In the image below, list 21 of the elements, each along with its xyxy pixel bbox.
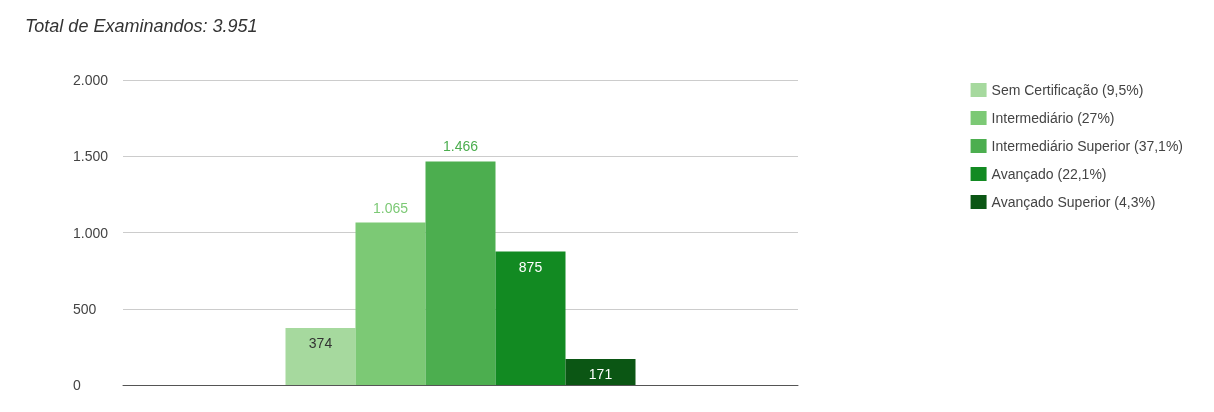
y-tick-label: 1.000 — [73, 224, 109, 241]
legend-label: Avançado Superior (4,3%) — [991, 194, 1156, 210]
bar — [285, 327, 356, 385]
legend-label: Sem Certificação (9,5%) — [991, 82, 1144, 98]
bar — [495, 251, 566, 385]
legend-label: Avançado (22,1%) — [991, 166, 1107, 182]
chart-title: Total de Examinandos: 3.951 — [25, 16, 258, 36]
data-label: 374 — [308, 334, 333, 351]
data-label: 1.065 — [372, 199, 409, 216]
legend-label: Intermediário (27%) — [991, 110, 1115, 126]
y-tick-label: 2.000 — [73, 72, 109, 88]
y-tick-label: 0 — [73, 377, 81, 393]
bar — [565, 358, 636, 385]
y-tick-label: 1.500 — [73, 148, 109, 165]
bar — [425, 161, 496, 385]
data-label: 1.466 — [442, 138, 479, 155]
legend-label: Intermediário Superior (37,1%) — [991, 138, 1183, 154]
data-label: 171 — [588, 365, 613, 382]
data-label: 875 — [518, 258, 543, 275]
y-tick-label: 500 — [73, 300, 97, 317]
bar — [355, 222, 426, 385]
